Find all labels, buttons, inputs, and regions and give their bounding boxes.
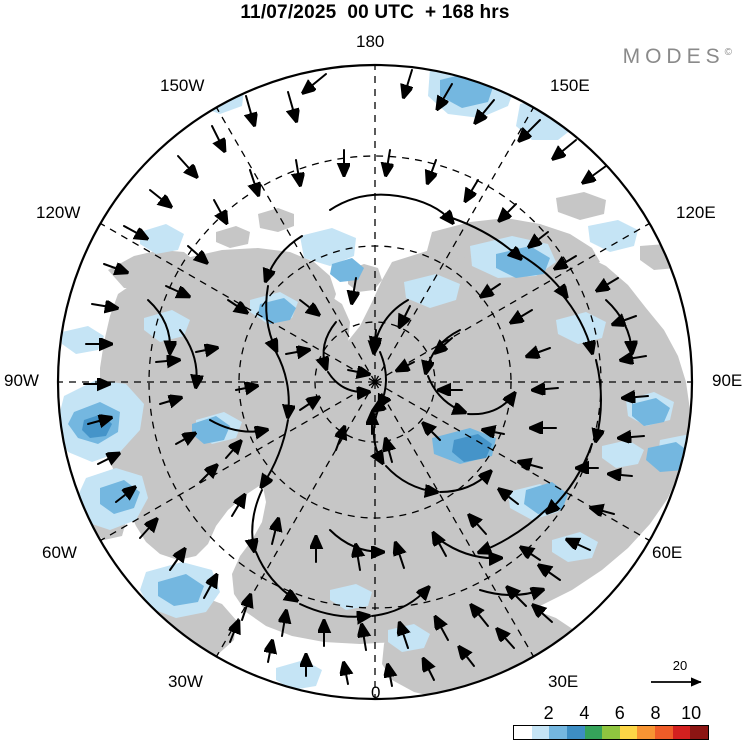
lon-label-180: 180 [356, 32, 385, 51]
map-boundary-circle [56, 63, 694, 701]
colorbar-swatch-5 [602, 726, 620, 739]
colorbar-swatch-0 [514, 726, 532, 739]
meridian-150W [215, 107, 376, 383]
colorbar-tick-8: 8 [650, 703, 661, 723]
modes-logo-text: MODES [622, 45, 725, 68]
lon-label-60E: 60E [652, 543, 683, 562]
meridian-60W [100, 381, 376, 542]
colorbar-tick-6: 6 [614, 703, 625, 723]
lon-label-30W: 30W [168, 672, 203, 691]
colorbar-tick-10: 10 [681, 703, 702, 723]
lon-label-30E: 30E [548, 672, 579, 691]
colorbar-swatches [513, 725, 709, 740]
colorbar-tick-labels: 2 4 6 8 10 [513, 703, 709, 725]
colorbar-swatch-8 [655, 726, 673, 739]
polar-map[interactable]: 180 150W 120W 90W 60W 30W 0 30E 60E 90E … [0, 0, 750, 710]
lon-label-60W: 60W [42, 543, 77, 562]
meridian-30W [215, 381, 376, 657]
colorbar-swatch-10 [690, 726, 709, 739]
wind-vector-legend: 20 [640, 658, 720, 689]
colorbar-swatch-2 [549, 726, 567, 739]
page-title: 11/07/2025 00 UTC + 168 hrs [240, 2, 510, 23]
wind-vectors [83, 69, 649, 687]
meridian-30E [374, 381, 535, 657]
colorbar-swatch-7 [637, 726, 656, 739]
meridian-120E [374, 222, 650, 383]
lon-label-120E: 120E [676, 203, 716, 222]
modes-logo: MODES© [623, 45, 732, 69]
colorbar-tick-4: 4 [579, 703, 590, 723]
lon-label-0: 0 [371, 683, 381, 702]
copyright-icon: © [724, 47, 732, 58]
lon-label-120W: 120W [36, 203, 81, 222]
colorbar-swatch-9 [672, 726, 691, 739]
land-polygons [92, 192, 690, 699]
shaded-field-deep [82, 414, 492, 462]
right-arrow-icon [651, 677, 702, 687]
colorbar-swatch-6 [619, 726, 638, 739]
wind-vector-legend-label: 20 [672, 658, 688, 673]
colorbar-swatch-3 [566, 726, 585, 739]
colorbar-swatch-1 [531, 726, 550, 739]
meridian-150E [374, 107, 535, 383]
polar-map-svg [56, 63, 694, 701]
colorbar-swatch-4 [584, 726, 603, 739]
lon-label-90W: 90W [4, 371, 39, 390]
colorbar: 2 4 6 8 10 [513, 703, 709, 740]
lon-label-150W: 150W [160, 76, 205, 95]
colorbar-tick-2: 2 [543, 703, 554, 723]
lon-label-90E: 90E [712, 371, 743, 390]
lon-label-150E: 150E [550, 76, 590, 95]
